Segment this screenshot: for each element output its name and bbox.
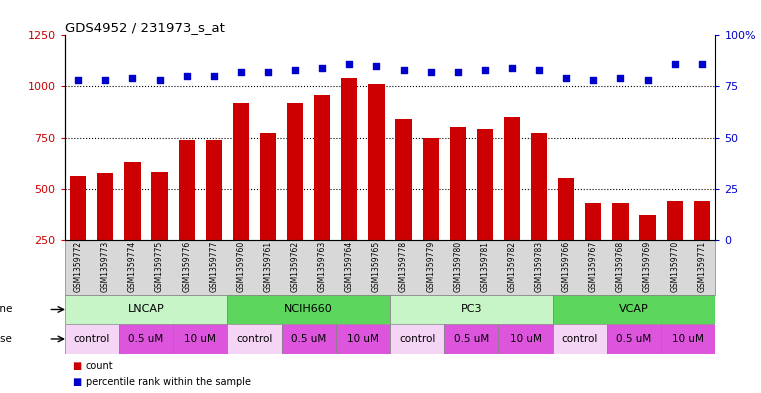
- Text: 10 uM: 10 uM: [510, 334, 542, 344]
- Bar: [124, 162, 141, 291]
- Point: [72, 77, 84, 83]
- Bar: [613, 203, 629, 291]
- Point: [208, 73, 220, 79]
- Text: 0.5 uM: 0.5 uM: [616, 334, 651, 344]
- Text: cell line: cell line: [0, 305, 13, 314]
- Text: VCAP: VCAP: [619, 305, 649, 314]
- Text: ■: ■: [72, 377, 81, 387]
- Bar: [476, 129, 493, 291]
- Point: [533, 67, 545, 73]
- Point: [452, 69, 464, 75]
- Bar: [97, 173, 113, 291]
- Bar: [667, 201, 683, 291]
- Bar: [444, 324, 498, 354]
- Bar: [694, 201, 710, 291]
- Bar: [119, 324, 174, 354]
- Bar: [552, 295, 715, 324]
- Bar: [65, 324, 119, 354]
- Bar: [504, 117, 521, 291]
- Point: [371, 63, 383, 69]
- Text: control: control: [562, 334, 598, 344]
- Text: percentile rank within the sample: percentile rank within the sample: [86, 377, 251, 387]
- Text: dose: dose: [0, 334, 13, 344]
- Bar: [174, 324, 228, 354]
- Bar: [661, 324, 715, 354]
- Bar: [228, 324, 282, 354]
- Bar: [558, 178, 575, 291]
- Text: count: count: [86, 361, 113, 371]
- Text: GDS4952 / 231973_s_at: GDS4952 / 231973_s_at: [65, 21, 224, 34]
- Point: [262, 69, 274, 75]
- Bar: [179, 140, 195, 291]
- Bar: [390, 295, 552, 324]
- Bar: [336, 324, 390, 354]
- Text: 0.5 uM: 0.5 uM: [129, 334, 164, 344]
- Bar: [233, 103, 249, 291]
- Text: 10 uM: 10 uM: [672, 334, 704, 344]
- Bar: [422, 138, 439, 291]
- Point: [587, 77, 600, 83]
- Bar: [396, 119, 412, 291]
- Bar: [607, 324, 661, 354]
- Text: control: control: [236, 334, 272, 344]
- Bar: [287, 103, 303, 291]
- Text: 0.5 uM: 0.5 uM: [454, 334, 489, 344]
- Text: PC3: PC3: [460, 305, 482, 314]
- Point: [696, 61, 708, 67]
- Bar: [585, 203, 601, 291]
- Point: [235, 69, 247, 75]
- Text: control: control: [399, 334, 435, 344]
- Bar: [228, 295, 390, 324]
- Point: [669, 61, 681, 67]
- Bar: [260, 134, 276, 291]
- Bar: [390, 324, 444, 354]
- Point: [316, 65, 328, 71]
- Point: [289, 67, 301, 73]
- Point: [99, 77, 111, 83]
- Bar: [368, 84, 384, 291]
- Point: [154, 77, 166, 83]
- Bar: [450, 127, 466, 291]
- Text: ■: ■: [72, 361, 81, 371]
- Point: [506, 65, 518, 71]
- Text: 10 uM: 10 uM: [347, 334, 379, 344]
- Bar: [282, 324, 336, 354]
- Text: NCIH660: NCIH660: [285, 305, 333, 314]
- Bar: [314, 95, 330, 291]
- Bar: [151, 172, 167, 291]
- Point: [425, 69, 437, 75]
- Point: [397, 67, 409, 73]
- Bar: [65, 295, 228, 324]
- Bar: [205, 140, 222, 291]
- Bar: [70, 176, 86, 291]
- Point: [180, 73, 193, 79]
- Point: [479, 67, 491, 73]
- Bar: [498, 324, 552, 354]
- Text: 0.5 uM: 0.5 uM: [291, 334, 326, 344]
- Point: [343, 61, 355, 67]
- Point: [126, 75, 139, 81]
- Bar: [639, 215, 656, 291]
- Bar: [341, 78, 358, 291]
- Text: control: control: [74, 334, 110, 344]
- Text: 10 uM: 10 uM: [184, 334, 216, 344]
- Bar: [552, 324, 607, 354]
- Point: [642, 77, 654, 83]
- Point: [614, 75, 626, 81]
- Point: [560, 75, 572, 81]
- Text: LNCAP: LNCAP: [128, 305, 164, 314]
- Bar: [531, 134, 547, 291]
